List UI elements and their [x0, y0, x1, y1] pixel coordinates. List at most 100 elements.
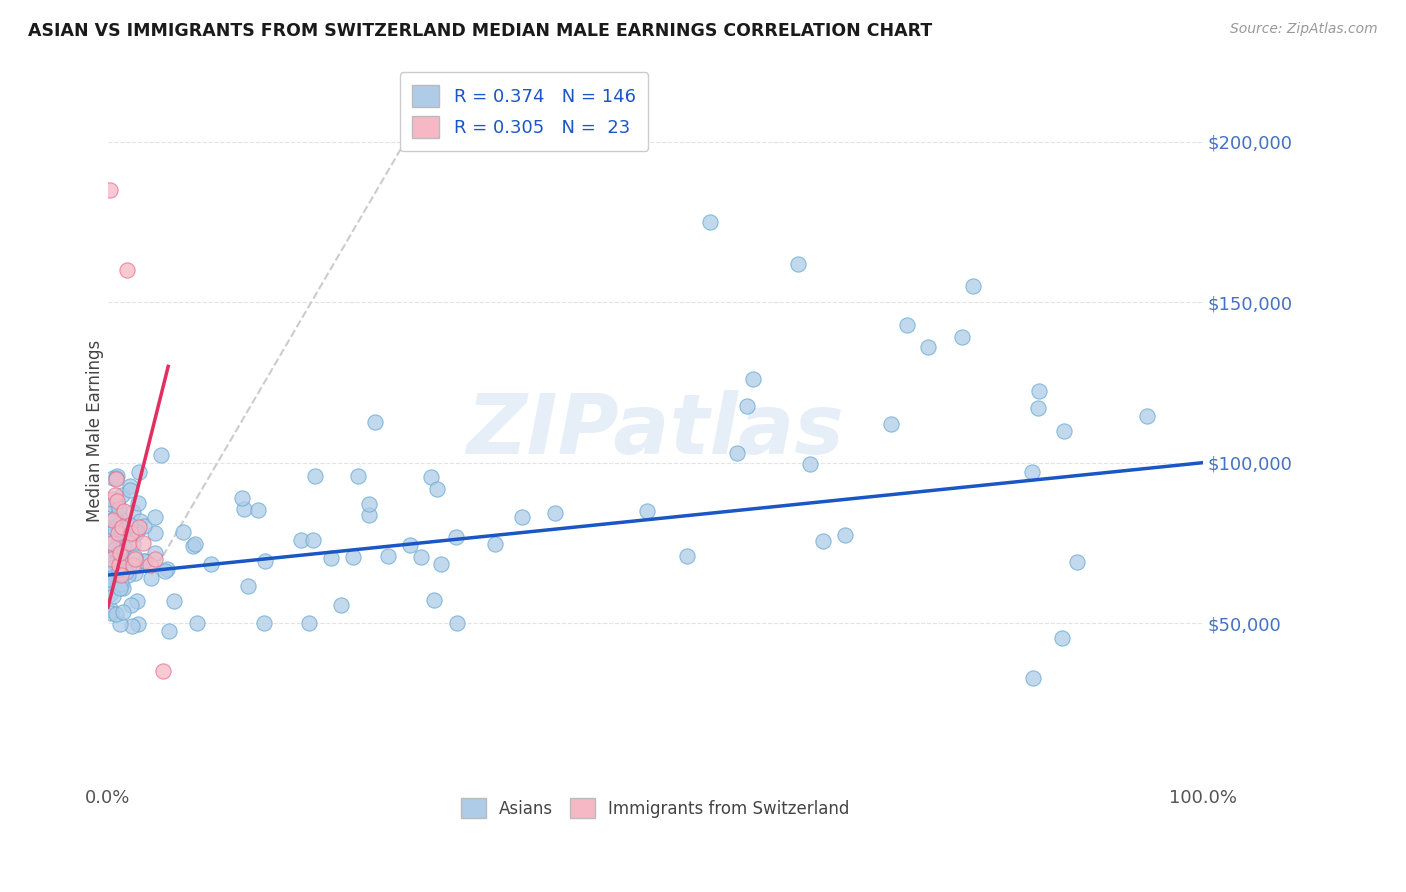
Point: [304, 469, 326, 483]
Point: [484, 536, 506, 550]
Point: [104, 542, 127, 557]
Point: [101, 570, 124, 584]
Point: [122, 537, 145, 551]
Point: [111, 488, 134, 502]
Point: [108, 569, 131, 583]
Point: [143, 545, 166, 559]
Point: [329, 598, 352, 612]
Point: [1021, 466, 1043, 480]
Point: [426, 482, 449, 496]
Point: [98, 506, 121, 520]
Point: [107, 519, 129, 533]
Point: [735, 399, 758, 413]
Point: [444, 530, 467, 544]
Point: [952, 330, 974, 344]
Point: [100, 497, 122, 511]
Point: [100, 552, 122, 566]
Point: [98, 550, 121, 565]
Point: [143, 509, 166, 524]
Point: [101, 578, 124, 592]
Point: [120, 526, 142, 541]
Point: [420, 470, 443, 484]
Point: [118, 536, 141, 550]
Point: [232, 501, 254, 516]
Point: [127, 525, 149, 540]
Point: [880, 417, 903, 432]
Point: [1050, 631, 1073, 645]
Point: [1136, 409, 1159, 424]
Point: [377, 549, 399, 563]
Point: [1026, 401, 1049, 416]
Point: [104, 472, 127, 486]
Point: [359, 508, 381, 523]
Point: [111, 605, 134, 619]
Point: [200, 558, 222, 572]
Point: [108, 523, 131, 537]
Point: [114, 565, 136, 579]
Point: [114, 541, 136, 556]
Point: [108, 531, 131, 545]
Point: [107, 501, 129, 516]
Point: [184, 537, 207, 551]
Point: [98, 183, 121, 197]
Point: [1022, 671, 1045, 685]
Point: [104, 607, 127, 622]
Point: [108, 581, 131, 595]
Point: [104, 510, 127, 524]
Point: [129, 515, 152, 529]
Point: [105, 494, 128, 508]
Point: [430, 558, 453, 572]
Point: [110, 561, 132, 575]
Point: [786, 257, 808, 271]
Point: [98, 572, 121, 586]
Point: [104, 541, 127, 556]
Point: [172, 524, 194, 539]
Point: [122, 558, 145, 573]
Point: [152, 665, 174, 679]
Point: [98, 533, 121, 548]
Text: ZIPatlas: ZIPatlas: [467, 390, 844, 471]
Point: [359, 497, 381, 511]
Point: [342, 549, 364, 564]
Legend: Asians, Immigrants from Switzerland: Asians, Immigrants from Switzerland: [454, 791, 856, 825]
Point: [399, 537, 422, 551]
Point: [231, 491, 253, 505]
Point: [149, 448, 172, 462]
Y-axis label: Median Male Earnings: Median Male Earnings: [86, 340, 104, 522]
Point: [108, 515, 131, 529]
Point: [409, 550, 432, 565]
Point: [122, 505, 145, 519]
Point: [128, 465, 150, 479]
Point: [446, 616, 468, 631]
Point: [181, 539, 204, 553]
Point: [124, 552, 146, 566]
Point: [124, 527, 146, 541]
Point: [236, 579, 259, 593]
Point: [246, 502, 269, 516]
Point: [1066, 555, 1088, 569]
Point: [118, 483, 141, 497]
Point: [110, 513, 132, 527]
Point: [112, 581, 135, 595]
Text: Source: ZipAtlas.com: Source: ZipAtlas.com: [1230, 22, 1378, 37]
Point: [98, 514, 121, 528]
Point: [112, 504, 135, 518]
Point: [107, 502, 129, 516]
Point: [156, 562, 179, 576]
Point: [120, 598, 142, 612]
Point: [108, 558, 131, 573]
Point: [124, 566, 146, 581]
Point: [107, 564, 129, 578]
Point: [110, 568, 132, 582]
Point: [103, 488, 125, 502]
Point: [108, 545, 131, 559]
Point: [107, 526, 129, 541]
Point: [125, 594, 148, 608]
Point: [1028, 384, 1050, 399]
Point: [120, 526, 142, 541]
Point: [115, 263, 138, 277]
Point: [153, 564, 176, 578]
Point: [120, 478, 142, 492]
Point: [100, 602, 122, 616]
Point: [110, 576, 132, 591]
